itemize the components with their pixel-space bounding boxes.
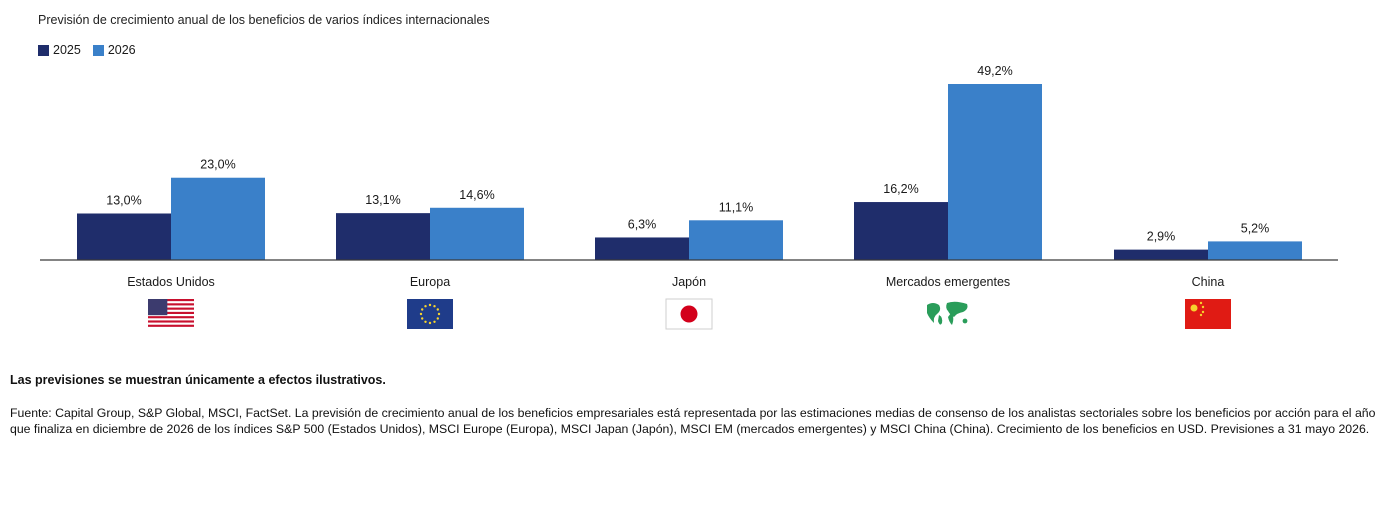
legend-swatch-2025 xyxy=(38,44,49,56)
legend-label-2026: 2026 xyxy=(107,43,136,57)
data-label-2026-2: 11,1% xyxy=(719,200,754,214)
legend-item-2026: 2026 xyxy=(92,43,136,57)
bar-2025-4 xyxy=(1114,249,1208,260)
data-label-2026-3: 49,2% xyxy=(977,64,1012,78)
china-flag-icon xyxy=(1185,299,1231,329)
data-label-2026-0: 23,0% xyxy=(200,158,235,172)
bar-2026-4 xyxy=(1208,241,1302,260)
bar-2026-2 xyxy=(689,220,783,260)
data-label-2025-2: 6,3% xyxy=(628,217,657,231)
bar-2026-1 xyxy=(430,207,524,260)
bar-2025-1 xyxy=(336,213,430,260)
eu-flag-icon xyxy=(407,299,453,329)
data-label-2025-1: 13,1% xyxy=(365,193,400,207)
data-label-2026-1: 14,6% xyxy=(459,188,494,202)
japan-flag-icon xyxy=(665,298,713,330)
data-label-2025-4: 2,9% xyxy=(1147,230,1176,244)
data-label-2025-0: 13,0% xyxy=(106,193,141,207)
legend-label-2025: 2025 xyxy=(53,43,81,57)
bar-chart: 13,0% 23,0% Estados Unidos 13,1% 14,6% Europa… xyxy=(40,64,1338,330)
legend-swatch-2026 xyxy=(92,44,104,56)
category-label-3: Mercados emergentes xyxy=(886,275,1010,289)
us-flag-icon xyxy=(148,299,194,327)
data-label-2025-3: 16,2% xyxy=(883,182,918,196)
legend-item-2025: 2025 xyxy=(38,43,81,57)
bar-2025-3 xyxy=(854,202,948,260)
bar-2026-0 xyxy=(171,177,265,260)
source-footnote: Fuente: Capital Group, S&P Global, MSCI,… xyxy=(10,406,1376,436)
category-label-0: Estados Unidos xyxy=(127,275,215,289)
bar-2025-0 xyxy=(77,213,171,260)
disclaimer-note: Las previsiones se muestran únicamente a… xyxy=(10,373,386,387)
category-label-2: Japón xyxy=(672,275,706,289)
bar-2025-2 xyxy=(595,237,689,260)
world-map-icon xyxy=(927,301,968,325)
category-label-1: Europa xyxy=(410,275,450,289)
data-label-2026-4: 5,2% xyxy=(1241,221,1270,235)
chart-title: Previsión de crecimiento anual de los be… xyxy=(38,13,490,27)
category-label-4: China xyxy=(1192,275,1225,289)
legend: 2025 2026 xyxy=(38,43,136,57)
bar-2026-3 xyxy=(948,84,1042,260)
